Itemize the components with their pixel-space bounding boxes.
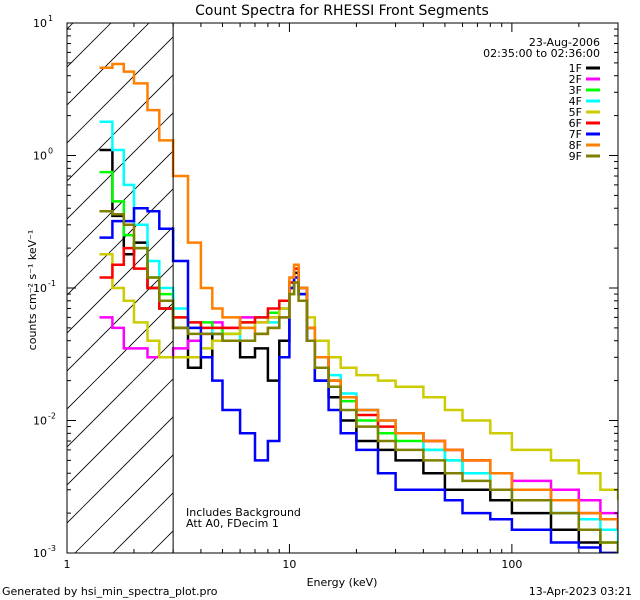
timestamp-label: 13-Apr-2023 03:21 xyxy=(529,585,632,598)
legend-label-8f: 8F xyxy=(569,139,582,152)
y-tick-label: 10 xyxy=(33,415,47,428)
legend-label-5f: 5F xyxy=(569,106,582,119)
y-tick-exponent: 1 xyxy=(48,14,53,23)
hatch-line xyxy=(67,150,174,258)
hatch-line xyxy=(67,378,174,486)
date-label: 23-Aug-2006 xyxy=(529,36,600,49)
note-attenuator: Att A0, FDecim 1 xyxy=(186,517,279,530)
legend-label-6f: 6F xyxy=(569,117,582,130)
y-tick-label: 10 xyxy=(33,150,47,163)
y-axis-label: counts cm⁻² s⁻¹ keV⁻¹ xyxy=(26,230,39,351)
legend-label-3f: 3F xyxy=(569,84,582,97)
chart-title: Count Spectra for RHESSI Front Segments xyxy=(195,3,489,19)
y-tick-exponent: -2 xyxy=(48,412,56,421)
hatch-line xyxy=(67,416,174,524)
legend-label-2f: 2F xyxy=(569,73,582,86)
generator-label: Generated by hsi_min_spectra_plot.pro xyxy=(2,585,218,598)
y-tick-exponent: 0 xyxy=(48,147,53,156)
x-tick-label: 1 xyxy=(64,558,71,571)
legend-label-1f: 1F xyxy=(569,62,582,75)
y-tick-label: 10 xyxy=(33,282,47,295)
legend-label-9f: 9F xyxy=(569,150,582,163)
y-tick-label: 10 xyxy=(33,547,47,560)
hatch-line xyxy=(67,23,150,106)
x-tick-label: 10 xyxy=(282,558,296,571)
y-tick-exponent: -3 xyxy=(48,544,56,553)
legend-label-4f: 4F xyxy=(569,95,582,108)
series-line-9f xyxy=(99,209,618,553)
time-range-label: 02:35:00 to 02:36:00 xyxy=(483,47,600,60)
y-tick-label: 10 xyxy=(33,17,47,30)
note-background: Includes Background xyxy=(186,506,301,519)
hatch-line xyxy=(67,36,174,144)
hatch-line xyxy=(67,23,112,68)
legend-label-7f: 7F xyxy=(569,128,582,141)
x-tick-label: 100 xyxy=(501,558,522,571)
y-tick-exponent: -1 xyxy=(48,279,56,288)
x-axis-label: Energy (keV) xyxy=(307,576,378,589)
